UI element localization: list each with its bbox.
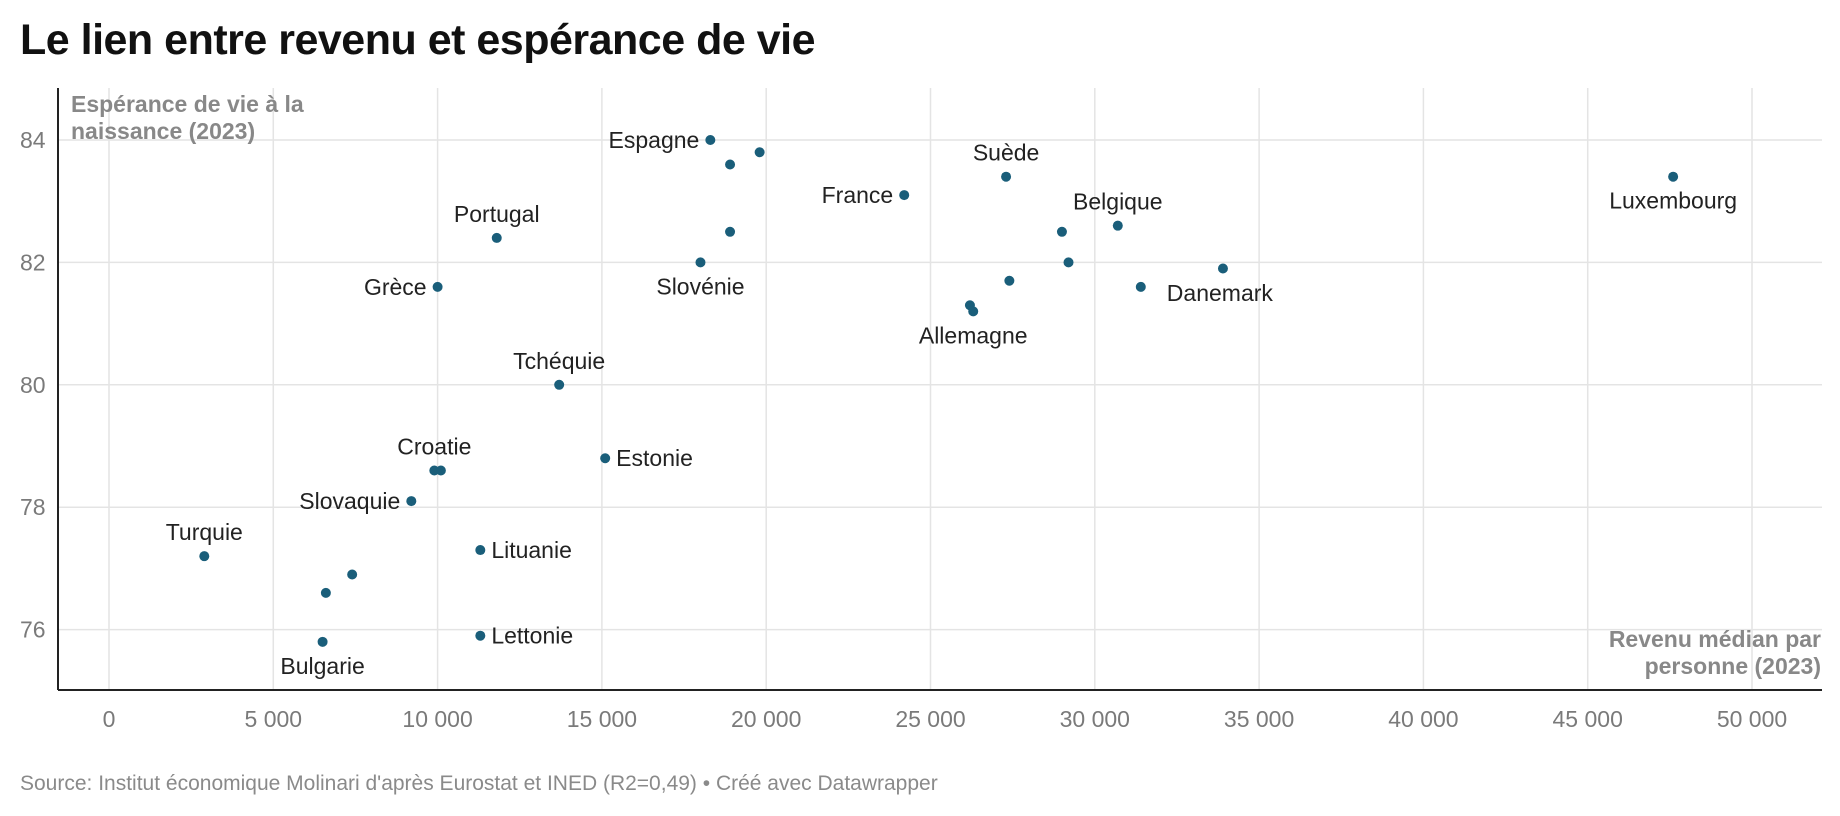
y-tick-label: 84 — [20, 127, 46, 153]
data-point — [1004, 275, 1015, 286]
x-tick-label: 40 000 — [1388, 706, 1458, 732]
x-tick-label: 35 000 — [1224, 706, 1294, 732]
x-tick-label: 20 000 — [731, 706, 801, 732]
y-tick-label: 78 — [20, 494, 46, 520]
source-note: Source: Institut économique Molinari d'a… — [20, 772, 938, 795]
data-point — [199, 551, 210, 562]
data-points — [199, 135, 1679, 647]
point-label: Suède — [973, 140, 1040, 166]
point-label: Grèce — [364, 274, 427, 300]
y-axis-title: naissance (2023) — [71, 118, 255, 144]
y-tick-label: 80 — [20, 372, 46, 398]
point-label: Tchéquie — [513, 348, 605, 374]
x-tick-label: 0 — [103, 706, 116, 732]
x-tick-label: 15 000 — [567, 706, 637, 732]
axes — [57, 88, 1822, 691]
data-point — [1135, 281, 1146, 292]
data-point — [475, 545, 486, 556]
x-tick-labels: 0 5 000 10 000 15 000 20 000 25 000 30 000 35 0… — [103, 706, 1788, 732]
point-label: Lettonie — [491, 623, 573, 649]
x-axis-title: Revenu médian par — [1609, 626, 1821, 652]
data-point — [705, 135, 716, 145]
data-point — [406, 496, 417, 507]
data-point — [475, 630, 486, 641]
point-label: Belgique — [1073, 189, 1163, 215]
point-label: Croatie — [397, 433, 471, 459]
x-tick-label: 30 000 — [1060, 706, 1130, 732]
point-label: Bulgarie — [280, 653, 364, 679]
data-point — [432, 281, 443, 292]
data-point — [695, 257, 706, 268]
data-point — [1217, 263, 1228, 274]
point-label: Danemark — [1167, 280, 1274, 306]
x-tick-label: 5 000 — [245, 706, 303, 732]
x-axis-title: personne (2023) — [1645, 653, 1821, 679]
y-axis-title: Espérance de vie à la — [71, 91, 304, 117]
data-point — [491, 232, 502, 243]
y-tick-label: 76 — [20, 617, 46, 643]
data-point — [1001, 171, 1012, 182]
y-tick-labels: 76 78 80 82 84 — [20, 127, 46, 643]
data-point — [968, 306, 979, 317]
data-point — [317, 636, 328, 647]
point-label: Espagne — [609, 127, 700, 153]
x-tick-label: 50 000 — [1717, 706, 1787, 732]
x-tick-label: 25 000 — [895, 706, 965, 732]
point-label: Estonie — [616, 445, 693, 471]
point-label: Portugal — [454, 201, 540, 227]
point-label: Lituanie — [491, 537, 572, 563]
point-label: Slovénie — [656, 273, 744, 299]
y-tick-label: 82 — [20, 249, 46, 275]
data-point — [320, 587, 331, 598]
point-labels: Luxembourg Espagne Suède France Belgique Port… — [166, 127, 1737, 679]
data-point — [600, 453, 611, 464]
data-point — [1063, 257, 1074, 268]
data-point — [1056, 226, 1067, 237]
point-label: France — [822, 182, 894, 208]
data-point — [435, 465, 446, 476]
data-point — [899, 190, 910, 201]
scatter-chart: 0 5 000 10 000 15 000 20 000 25 000 30 000 35 0… — [20, 88, 1822, 732]
data-point — [1112, 220, 1123, 231]
x-tick-label: 10 000 — [402, 706, 472, 732]
data-point — [754, 147, 765, 158]
data-point — [725, 226, 736, 237]
data-point — [554, 379, 565, 390]
point-label: Slovaquie — [299, 488, 400, 514]
grid-lines — [58, 88, 1822, 690]
data-point — [725, 159, 736, 170]
point-label: Allemagne — [919, 322, 1028, 348]
x-tick-label: 45 000 — [1553, 706, 1623, 732]
data-point — [347, 569, 358, 580]
chart-title: Le lien entre revenu et espérance de vie — [20, 16, 815, 64]
point-label: Turquie — [166, 519, 243, 545]
point-label: Luxembourg — [1609, 188, 1737, 214]
data-point — [1668, 171, 1679, 182]
